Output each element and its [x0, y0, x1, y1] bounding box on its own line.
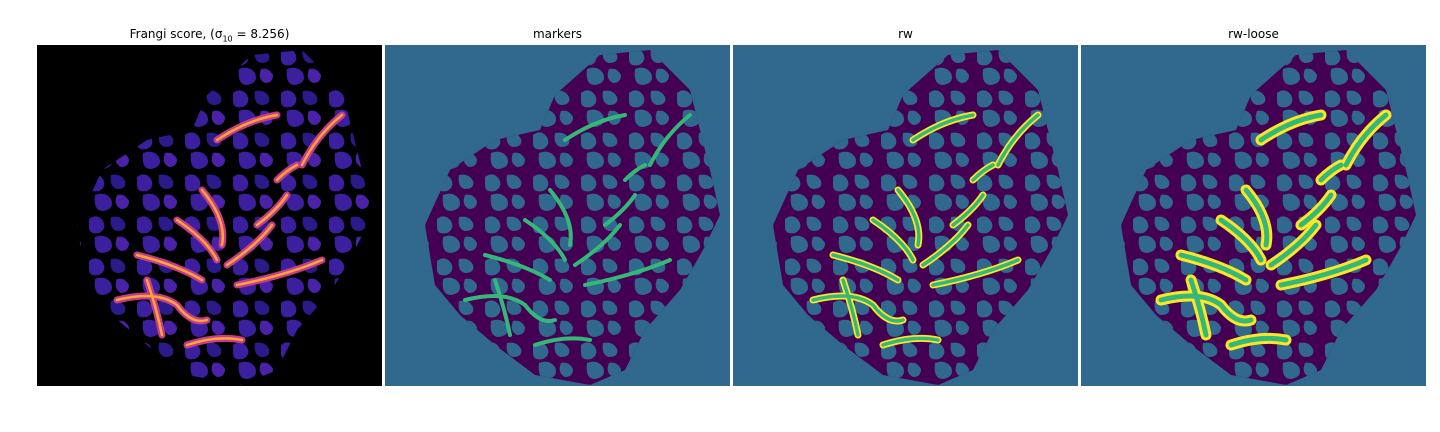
panel-title-frangi: Frangi score, (σ10 = 8.256)	[129, 27, 290, 44]
panel-title-rw: rw	[898, 27, 913, 41]
rw-image	[733, 45, 1078, 386]
markers-image	[385, 45, 730, 386]
rw-loose-image	[1081, 45, 1426, 386]
panel-title-markers: markers	[532, 27, 583, 41]
frangi-score-image	[37, 45, 382, 386]
panel-title-rw-loose: rw-loose	[1228, 27, 1279, 41]
